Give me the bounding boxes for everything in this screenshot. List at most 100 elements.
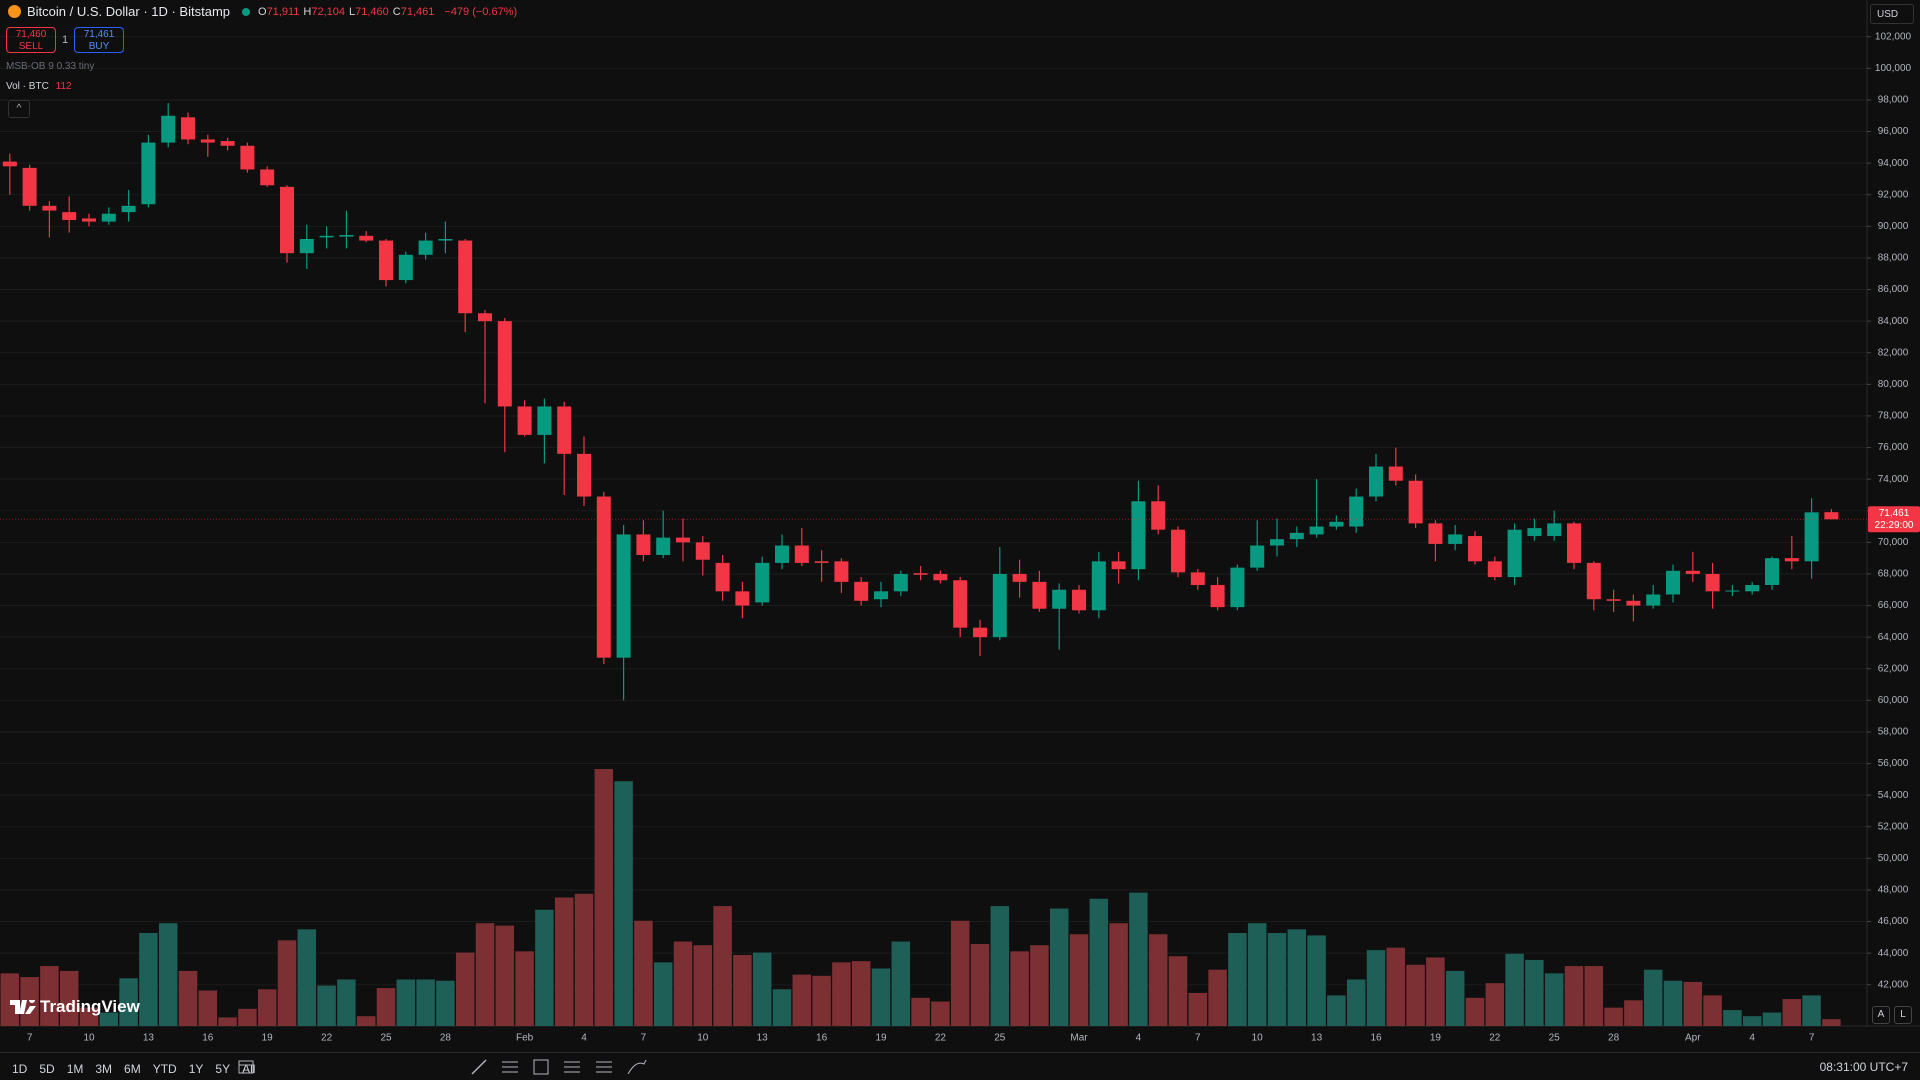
candle-body bbox=[200, 139, 215, 143]
volume-bar bbox=[139, 932, 158, 1026]
volume-bar bbox=[1703, 995, 1722, 1026]
calendar-icon[interactable] bbox=[236, 1057, 256, 1077]
y-tick-label: 64,000 bbox=[1878, 632, 1909, 643]
candle-body bbox=[656, 537, 671, 555]
volume-bar bbox=[198, 990, 218, 1026]
volume-bar bbox=[1426, 957, 1445, 1026]
volume-bar bbox=[693, 945, 713, 1026]
candle-body bbox=[141, 142, 156, 205]
volume-bar bbox=[277, 940, 297, 1026]
candle-body bbox=[834, 561, 849, 582]
x-tick-label: 4 bbox=[581, 1033, 587, 1044]
price-tag-countdown: 22:29:00 bbox=[1875, 520, 1914, 531]
candle-body bbox=[814, 561, 829, 563]
volume-bar bbox=[1683, 981, 1703, 1026]
y-tick-label: 56,000 bbox=[1878, 758, 1909, 769]
y-tick-label: 52,000 bbox=[1878, 821, 1909, 832]
x-tick-label: 25 bbox=[994, 1033, 1006, 1044]
candle-body bbox=[497, 321, 512, 407]
volume-bar bbox=[594, 769, 614, 1026]
volume-bar bbox=[455, 952, 475, 1026]
range-button[interactable]: 1Y bbox=[188, 1062, 204, 1076]
y-tick-label: 50,000 bbox=[1878, 853, 1909, 864]
range-button[interactable]: 6M bbox=[124, 1062, 141, 1076]
y-tick-label: 62,000 bbox=[1878, 663, 1909, 674]
volume-bar bbox=[871, 968, 891, 1026]
buy-button[interactable]: 71,461 BUY bbox=[74, 27, 124, 53]
candle-body bbox=[735, 591, 750, 606]
range-button[interactable]: 1D bbox=[12, 1062, 28, 1076]
candle-body bbox=[1468, 536, 1482, 562]
x-tick-label: 7 bbox=[27, 1033, 33, 1044]
candle-body bbox=[101, 213, 116, 222]
candle-body bbox=[1151, 501, 1166, 530]
volume-bar bbox=[1544, 973, 1564, 1026]
y-tick-label: 58,000 bbox=[1878, 727, 1909, 738]
coin-icon bbox=[8, 5, 21, 18]
x-tick-label: Apr bbox=[1685, 1033, 1701, 1044]
candles bbox=[2, 103, 1839, 701]
symbol-title[interactable]: Bitcoin / U.S. Dollar · 1D · Bitstamp bbox=[27, 4, 230, 19]
volume-bar bbox=[1148, 934, 1168, 1026]
volume-bar bbox=[238, 1008, 257, 1026]
volume-bar bbox=[1386, 947, 1406, 1026]
range-button[interactable]: 3M bbox=[95, 1062, 113, 1076]
x-tick-label: 25 bbox=[380, 1033, 392, 1044]
sell-price: 71,460 bbox=[15, 29, 47, 40]
volume-bar bbox=[990, 906, 1010, 1026]
candle-body bbox=[339, 235, 354, 237]
candle-body bbox=[2, 161, 17, 167]
volume-bar bbox=[1267, 932, 1287, 1026]
candle-body bbox=[1428, 523, 1443, 544]
range-button[interactable]: YTD bbox=[152, 1062, 177, 1076]
volume-bar bbox=[1782, 999, 1802, 1026]
volume-bar bbox=[812, 975, 831, 1026]
x-tick-label: Mar bbox=[1070, 1033, 1088, 1044]
range-button[interactable]: 5D bbox=[39, 1062, 55, 1076]
candle-body bbox=[319, 235, 334, 238]
candle-body bbox=[874, 591, 888, 600]
candle-body bbox=[893, 573, 908, 592]
volume-bar bbox=[1228, 932, 1247, 1026]
collapse-button[interactable]: ^ bbox=[8, 100, 30, 118]
x-tick-label: 13 bbox=[143, 1033, 155, 1044]
volume-bar bbox=[416, 979, 435, 1026]
currency-select[interactable]: USD bbox=[1870, 4, 1914, 24]
range-button[interactable]: 5Y bbox=[215, 1062, 231, 1076]
x-tick-label: 10 bbox=[83, 1033, 95, 1044]
volume-bar bbox=[752, 952, 772, 1026]
candle-body bbox=[1052, 589, 1067, 609]
candle-body bbox=[1685, 570, 1700, 574]
indicator-volume[interactable]: Vol · BTC 112 bbox=[6, 81, 72, 92]
range-button[interactable]: 1M bbox=[66, 1062, 84, 1076]
y-tick-label: 74,000 bbox=[1878, 474, 1909, 485]
candle-body bbox=[1289, 532, 1304, 540]
candle-body bbox=[1448, 534, 1463, 544]
candle-body bbox=[1250, 545, 1265, 568]
volume-bar bbox=[1109, 923, 1128, 1026]
x-tick-label: 10 bbox=[697, 1033, 709, 1044]
volume-bar bbox=[673, 941, 693, 1026]
y-tick-label: 42,000 bbox=[1878, 979, 1909, 990]
volume-bar bbox=[614, 781, 633, 1026]
candle-body bbox=[636, 534, 651, 555]
scale-button[interactable]: A bbox=[1872, 1006, 1890, 1024]
scale-button[interactable]: L bbox=[1894, 1006, 1912, 1024]
volume-bar bbox=[554, 897, 574, 1026]
volume-bar bbox=[535, 909, 554, 1026]
brand-name: TradingView bbox=[40, 997, 140, 1016]
candle-body bbox=[359, 235, 374, 241]
quantity[interactable]: 1 bbox=[62, 34, 69, 46]
y-tick-label: 94,000 bbox=[1878, 158, 1909, 169]
y-tick-label: 102,000 bbox=[1875, 31, 1912, 42]
indicator-msb[interactable]: MSB-OB 9 0.33 tiny bbox=[6, 61, 95, 72]
sell-button[interactable]: 71,460 SELL bbox=[6, 27, 56, 53]
candle-body bbox=[478, 313, 492, 322]
candle-body bbox=[1349, 496, 1364, 527]
volume-bar bbox=[218, 1017, 237, 1026]
x-tick-label: 4 bbox=[1749, 1033, 1755, 1044]
volume-bar bbox=[891, 941, 911, 1026]
candle-body bbox=[1765, 558, 1779, 586]
volume-bar bbox=[59, 970, 79, 1026]
